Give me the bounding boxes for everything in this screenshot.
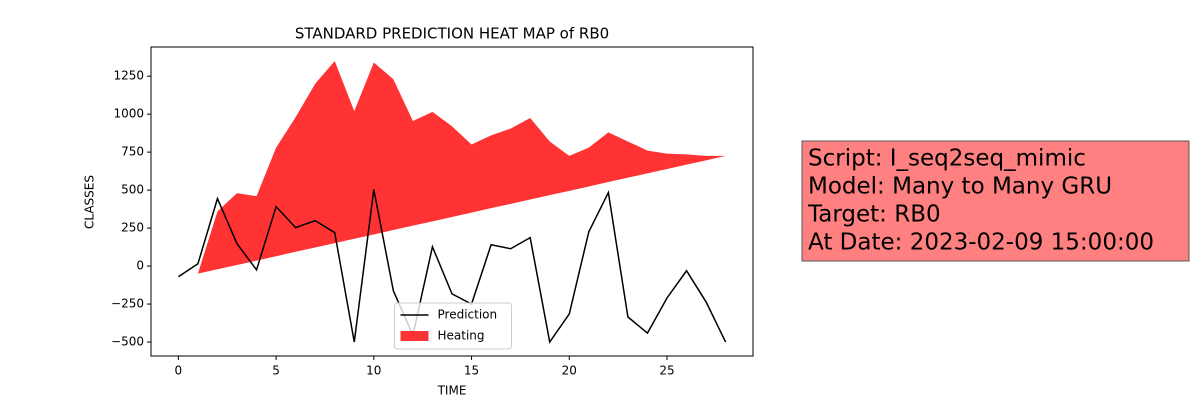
x-tick-label: 20 (562, 364, 577, 378)
y-tick-label: −500 (111, 335, 144, 349)
legend: Prediction Heating (394, 302, 512, 350)
annotation-line: At Date: 2023-02-09 15:00:00 (808, 230, 1154, 256)
chart-title: STANDARD PREDICTION HEAT MAP of RB0 (295, 25, 609, 43)
legend-label: Prediction (438, 308, 498, 322)
x-tick-label: 15 (464, 364, 479, 378)
y-tick-label: 500 (121, 183, 144, 197)
y-tick-label: 1250 (113, 69, 144, 83)
annotation-line: Model: Many to Many GRU (808, 174, 1112, 200)
x-tick-label: 0 (175, 364, 183, 378)
x-axis-label: TIME (437, 384, 467, 398)
x-tick-label: 10 (366, 364, 381, 378)
y-tick-label: 1000 (113, 107, 144, 121)
annotation-box (801, 140, 1190, 262)
y-tick-label: 750 (121, 145, 144, 159)
y-tick-label: 0 (136, 259, 144, 273)
legend-swatch (400, 331, 429, 341)
annotation-line: Script: I_seq2seq_mimic (808, 146, 1086, 172)
heating-area (178, 60, 726, 277)
plot-frame (150, 46, 754, 357)
x-tick-label: 5 (272, 364, 280, 378)
y-axis-label: CLASSES (83, 175, 97, 229)
y-tick-label: 250 (121, 221, 144, 235)
x-tick-label: 25 (659, 364, 674, 378)
legend-label: Heating (438, 329, 485, 343)
prediction-line (177, 189, 727, 344)
annotation-line: Target: RB0 (807, 202, 941, 228)
y-tick-label: −250 (111, 297, 144, 311)
